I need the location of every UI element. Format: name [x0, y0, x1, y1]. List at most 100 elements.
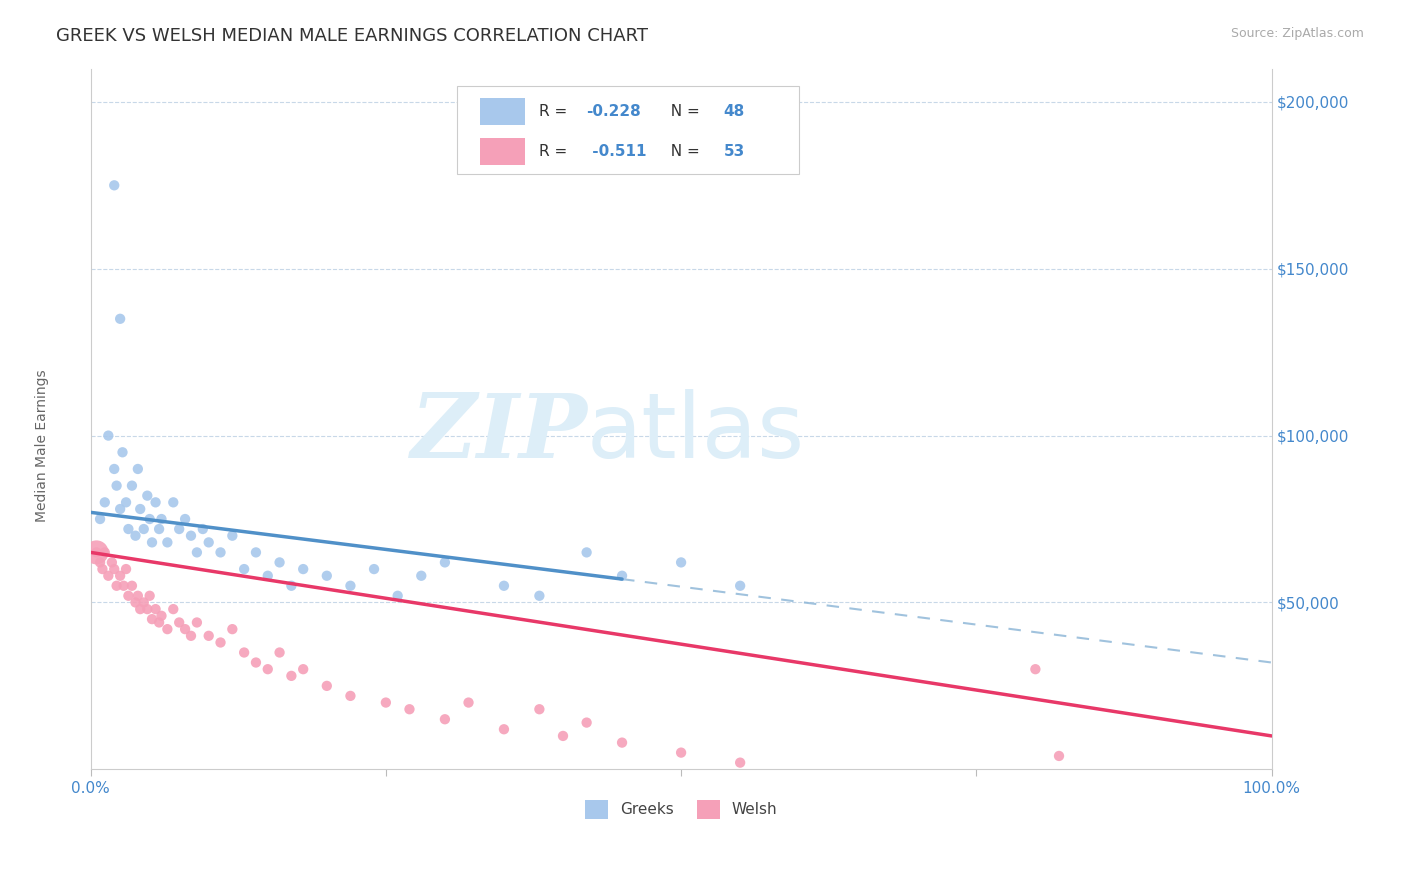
Point	[150, 512, 173, 526]
Point	[339, 579, 361, 593]
Text: N =: N =	[661, 103, 704, 119]
Point	[103, 562, 125, 576]
Point	[180, 629, 202, 643]
Point	[156, 622, 179, 636]
Point	[1047, 748, 1070, 763]
Text: atlas: atlas	[586, 389, 804, 477]
Point	[129, 602, 152, 616]
Point	[315, 568, 337, 582]
Point	[363, 562, 385, 576]
Point	[280, 669, 302, 683]
Point	[575, 545, 598, 559]
Point	[117, 589, 139, 603]
Point	[339, 689, 361, 703]
Point	[141, 535, 163, 549]
Point	[145, 495, 167, 509]
Point	[138, 589, 160, 603]
Point	[457, 696, 479, 710]
Text: -0.228: -0.228	[586, 103, 641, 119]
Point	[245, 656, 267, 670]
Point	[233, 646, 256, 660]
Point	[233, 562, 256, 576]
Point	[136, 602, 159, 616]
Point	[256, 662, 278, 676]
Point	[221, 622, 243, 636]
Point	[86, 545, 108, 559]
Point	[111, 445, 134, 459]
FancyBboxPatch shape	[457, 86, 799, 174]
Point	[105, 579, 128, 593]
Point	[115, 495, 138, 509]
Point	[121, 478, 143, 492]
Text: GREEK VS WELSH MEDIAN MALE EARNINGS CORRELATION CHART: GREEK VS WELSH MEDIAN MALE EARNINGS CORR…	[56, 27, 648, 45]
Point	[221, 529, 243, 543]
Point	[124, 529, 146, 543]
Point	[209, 545, 232, 559]
Point	[280, 579, 302, 593]
Point	[108, 502, 131, 516]
Point	[103, 462, 125, 476]
Point	[186, 545, 208, 559]
Point	[1024, 662, 1046, 676]
Text: Source: ZipAtlas.com: Source: ZipAtlas.com	[1230, 27, 1364, 40]
Point	[174, 512, 197, 526]
Point	[94, 545, 117, 559]
Point	[136, 489, 159, 503]
Point	[129, 502, 152, 516]
Point	[728, 579, 751, 593]
Point	[162, 602, 184, 616]
Text: R =: R =	[540, 145, 572, 159]
Point	[411, 568, 433, 582]
Point	[191, 522, 214, 536]
Point	[127, 589, 149, 603]
Point	[315, 679, 337, 693]
Point	[433, 555, 456, 569]
Point	[610, 736, 633, 750]
Text: R =: R =	[540, 103, 572, 119]
Point	[132, 595, 155, 609]
Point	[121, 579, 143, 593]
Point	[89, 555, 111, 569]
Point	[492, 723, 515, 737]
Point	[292, 662, 315, 676]
Point	[103, 178, 125, 193]
Point	[245, 545, 267, 559]
Point	[112, 579, 135, 593]
Point	[148, 522, 170, 536]
Text: 48: 48	[724, 103, 745, 119]
Point	[150, 608, 173, 623]
Point	[180, 529, 202, 543]
Point	[669, 746, 692, 760]
Point	[86, 545, 108, 559]
Point	[610, 568, 633, 582]
Point	[398, 702, 420, 716]
Point	[97, 568, 120, 582]
FancyBboxPatch shape	[481, 138, 526, 165]
Point	[209, 635, 232, 649]
Point	[292, 562, 315, 576]
Text: 53: 53	[724, 145, 745, 159]
Point	[108, 568, 131, 582]
Point	[97, 428, 120, 442]
Point	[492, 579, 515, 593]
Point	[575, 715, 598, 730]
Point	[101, 555, 124, 569]
Point	[167, 522, 190, 536]
Text: Median Male Earnings: Median Male Earnings	[35, 369, 49, 523]
Point	[148, 615, 170, 630]
Point	[728, 756, 751, 770]
Point	[387, 589, 409, 603]
Text: -0.511: -0.511	[586, 145, 647, 159]
Point	[145, 602, 167, 616]
Point	[124, 595, 146, 609]
Point	[156, 535, 179, 549]
Legend: Greeks, Welsh: Greeks, Welsh	[579, 794, 783, 825]
Point	[551, 729, 574, 743]
Point	[132, 522, 155, 536]
Point	[669, 555, 692, 569]
Text: N =: N =	[661, 145, 704, 159]
Point	[529, 589, 551, 603]
Point	[117, 522, 139, 536]
Point	[256, 568, 278, 582]
Text: ZIP: ZIP	[411, 390, 586, 476]
